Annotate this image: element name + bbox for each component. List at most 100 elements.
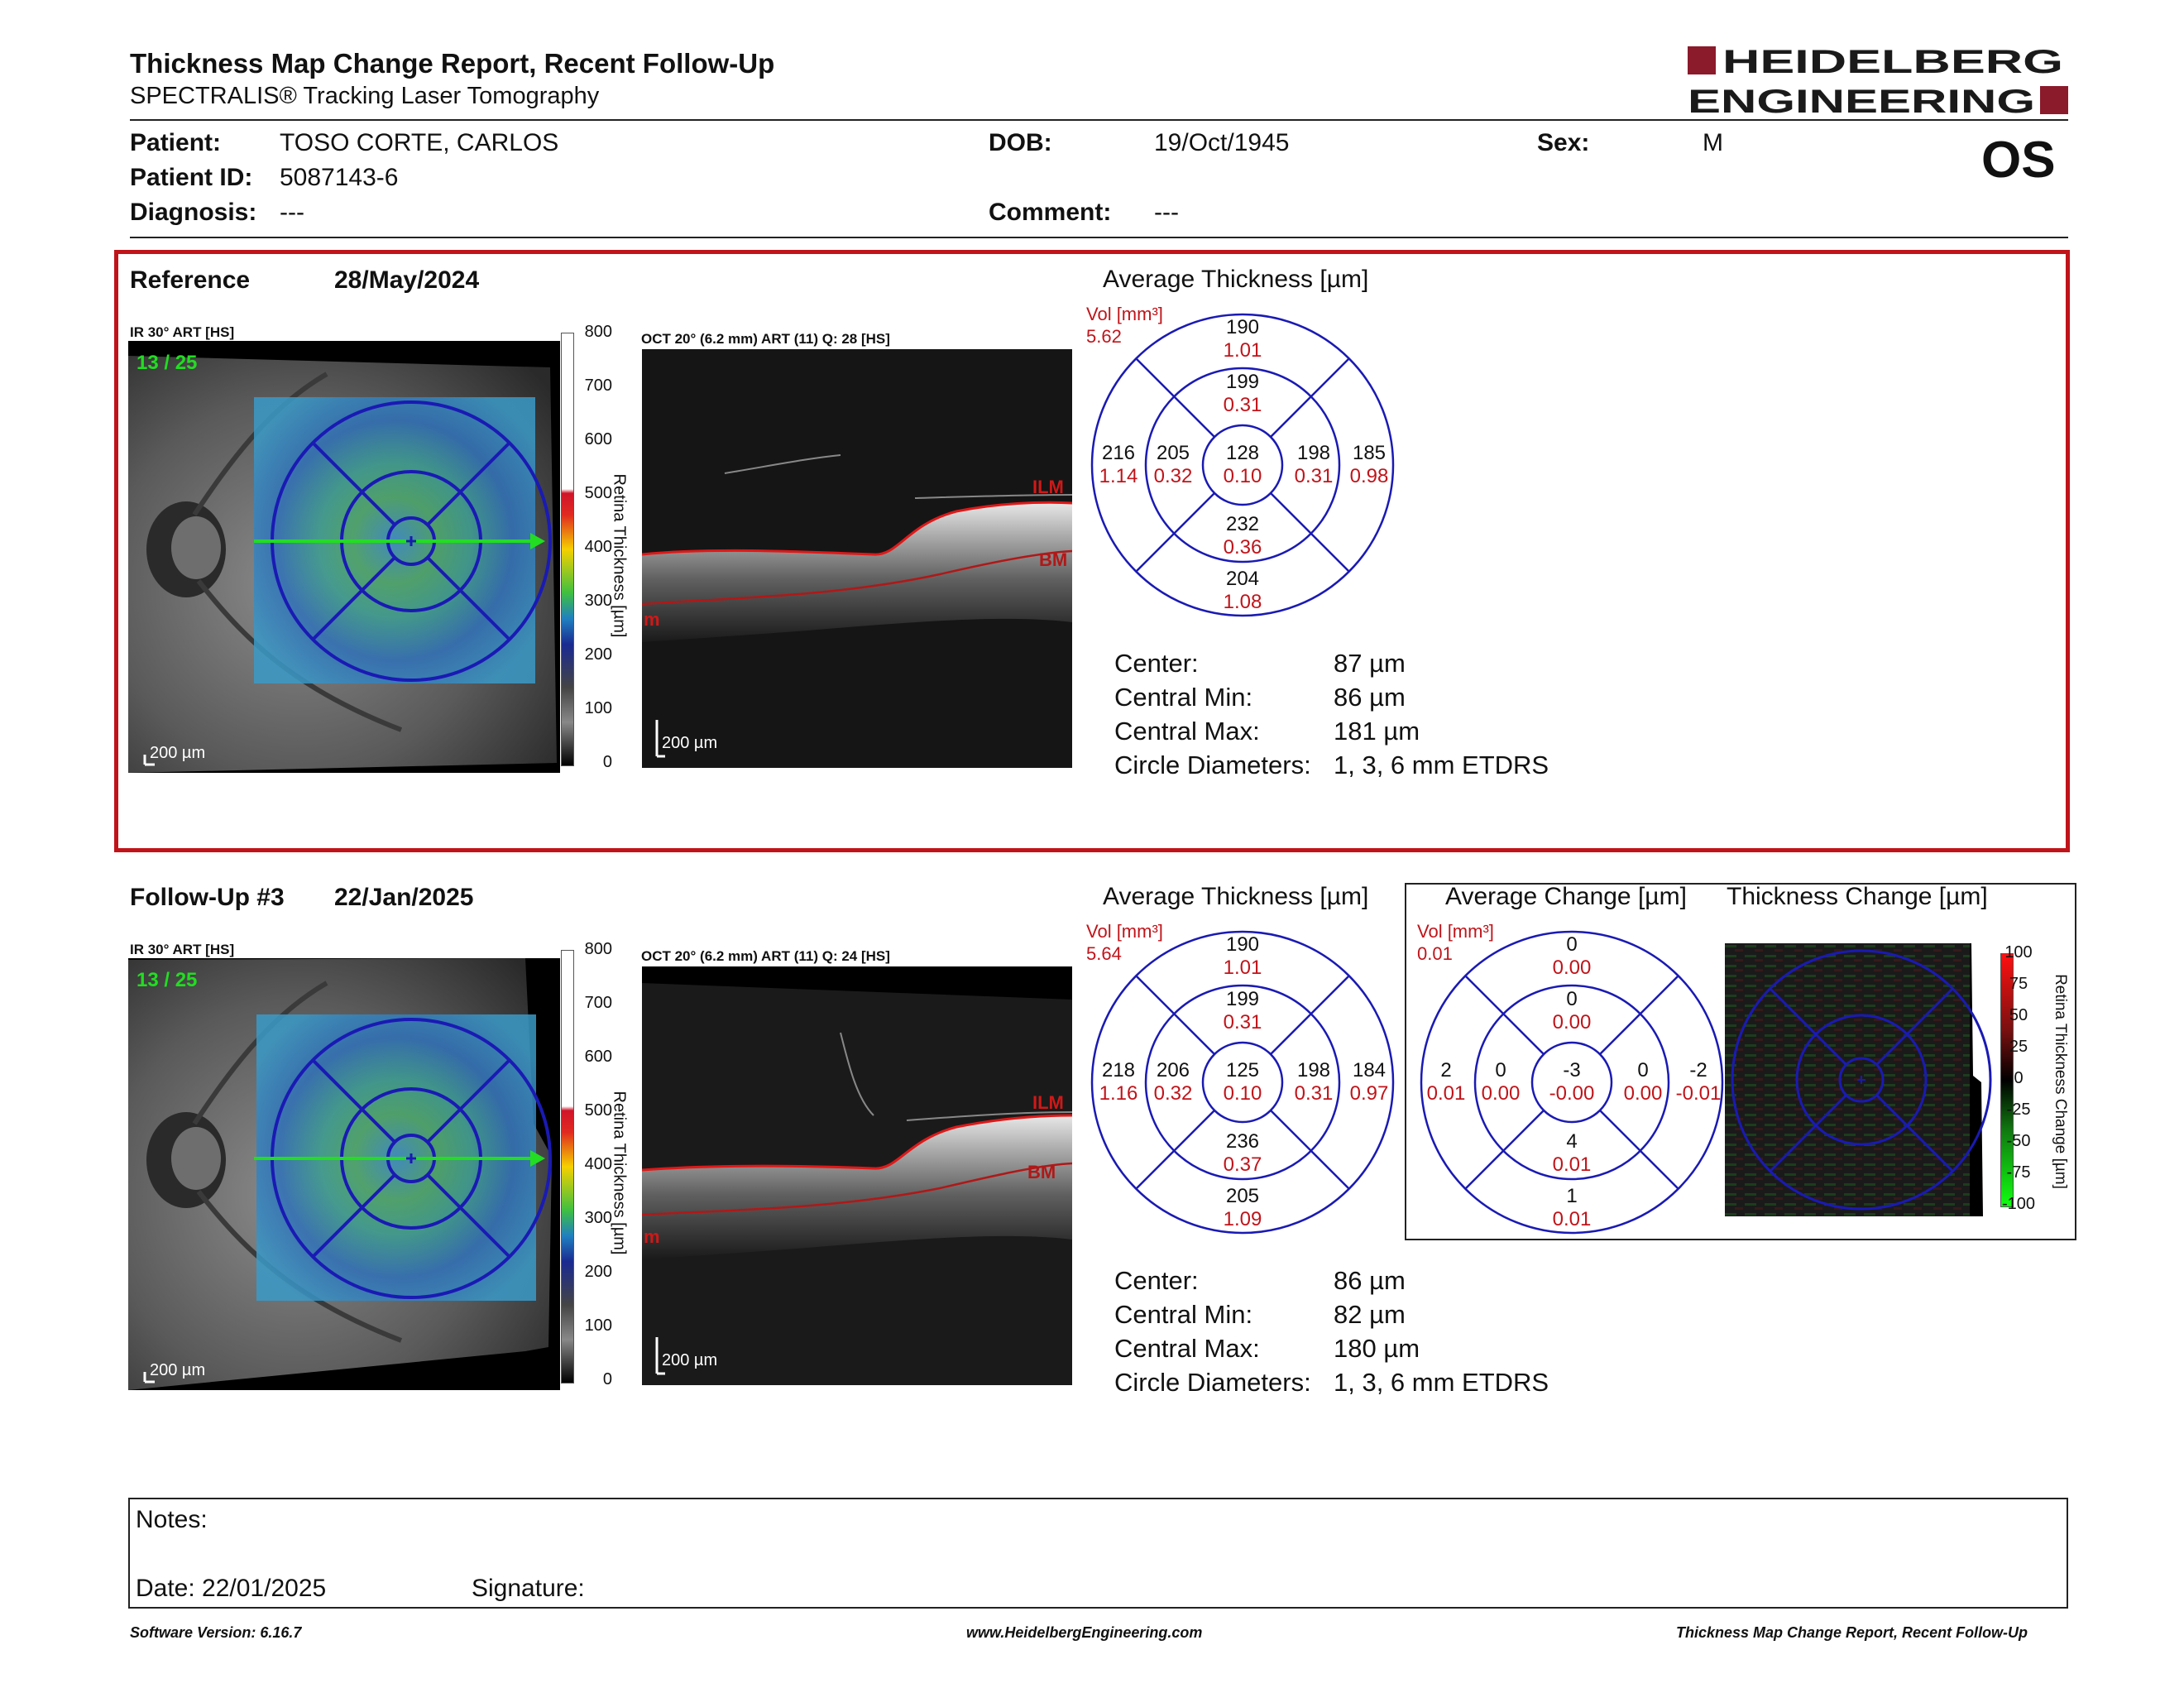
change-inner-sup: 0 [1566, 988, 1577, 1010]
fu-inner-tmp-vol: 0.31 [1295, 1082, 1334, 1105]
patient-name: TOSO CORTE, CARLOS [280, 129, 559, 156]
ref-vol-label: Vol [mm³] [1086, 304, 1163, 324]
fu-outer-tmp-thick: 184 [1353, 1059, 1386, 1081]
fu-scale-axis-label: Retina Thickness [µm] [610, 1091, 629, 1255]
fu-scale-tick: 400 [584, 1155, 612, 1173]
notes-signature-label: Signature: [472, 1575, 585, 1602]
ref-scale-tick: 0 [602, 753, 612, 771]
eye-label: OS [1981, 132, 2056, 189]
change-scale-tick: -75 [2006, 1163, 2031, 1182]
diagnosis-label: Diagnosis: [130, 199, 257, 226]
ref-scale-tick: 200 [584, 645, 612, 664]
fu-scale-tick: 500 [584, 1101, 612, 1120]
fu-stat-value: 180 µm [1334, 1334, 1420, 1363]
ref-center-thick: 128 [1226, 442, 1259, 464]
dob-value: 19/Oct/1945 [1154, 129, 1290, 156]
change-inner-nas-vol: 0.00 [1482, 1082, 1521, 1105]
ref-stat-value: 87 µm [1334, 649, 1406, 678]
patient-id-value: 5087143-6 [280, 164, 399, 191]
change-outer-inf-vol: 0.01 [1553, 1208, 1592, 1230]
reference-label: Reference [130, 266, 251, 294]
sex-label: Sex: [1537, 129, 1590, 156]
ref-oct-bm: BM [1039, 549, 1067, 570]
ref-outer-tmp-vol: 0.98 [1350, 465, 1389, 487]
ref-oct-caption: OCT 20° (6.2 mm) ART (11) Q: 28 [HS] [641, 331, 890, 347]
change-vol-label: Vol [mm³] [1417, 921, 1494, 942]
footer-website[interactable]: www.HeidelbergEngineering.com [966, 1624, 1203, 1641]
change-inner-sup-vol: 0.00 [1553, 1011, 1592, 1033]
ref-scale-tick: 300 [584, 592, 612, 610]
footer-version: Software Version: 6.16.7 [130, 1624, 302, 1641]
change-scale-tick: -25 [2006, 1101, 2031, 1119]
ref-thickness-colorbar [561, 333, 574, 766]
fu-outer-inf-thick: 205 [1226, 1185, 1259, 1207]
fu-ir-scalebar: 200 µm [150, 1361, 205, 1379]
ref-scale-tick: 500 [584, 484, 612, 502]
ref-ir-scalebar: 200 µm [150, 744, 205, 762]
ref-stat-value: 86 µm [1334, 683, 1406, 712]
change-inner-tmp-vol: 0.00 [1624, 1082, 1663, 1105]
change-outer-tmp-vol: -0.01 [1676, 1082, 1722, 1105]
change-scale-tick: 0 [2014, 1069, 2024, 1087]
fu-etdrs-grid: Vol [mm³] 5.64 190 1.01 199 0.31 125 0.1… [1084, 917, 1415, 1248]
fu-scale-tick: 0 [602, 1370, 612, 1388]
change-outer-nas: 2 [1440, 1059, 1451, 1081]
fu-stat-value: 1, 3, 6 mm ETDRS [1334, 1368, 1549, 1397]
fu-oct-ilm: ILM [1032, 1092, 1064, 1113]
fu-outer-tmp-vol: 0.97 [1350, 1082, 1389, 1105]
ref-stat-value: 181 µm [1334, 717, 1420, 746]
fu-oct-caption: OCT 20° (6.2 mm) ART (11) Q: 24 [HS] [641, 948, 890, 964]
fu-outer-sup-vol: 1.01 [1224, 957, 1262, 979]
fu-oct-m: m [644, 1226, 660, 1247]
change-center: -3 [1563, 1059, 1580, 1081]
ref-inner-sup-thick: 199 [1226, 371, 1259, 393]
reference-frame [114, 250, 2070, 852]
ref-scale-tick: 400 [584, 538, 612, 556]
fu-stat-value: 82 µm [1334, 1300, 1406, 1329]
ref-scale-tick: 600 [584, 430, 612, 448]
change-scale-axis-label: Retina Thickness Change [µm] [2052, 974, 2069, 1189]
change-outer-sup-vol: 0.00 [1553, 957, 1592, 979]
thickness-change-title: Thickness Change [µm] [1727, 883, 1988, 910]
fu-avg-thickness-title: Average Thickness [µm] [1103, 883, 1369, 910]
ref-ir-counter: 13 / 25 [136, 352, 197, 374]
followup-label: Follow-Up #3 [130, 884, 285, 911]
avg-change-title: Average Change [µm] [1445, 883, 1687, 910]
notes-date: Date: 22/01/2025 [136, 1575, 327, 1602]
fu-inner-inf-vol: 0.37 [1224, 1153, 1262, 1176]
ref-stat-label: Center: [1114, 649, 1199, 678]
comment-label: Comment: [989, 199, 1112, 226]
ref-scale-tick: 700 [584, 376, 612, 395]
ref-stat-value: 1, 3, 6 mm ETDRS [1334, 750, 1549, 779]
ref-stat-label: Circle Diameters: [1114, 750, 1311, 779]
fu-inner-sup-thick: 199 [1226, 988, 1259, 1010]
ref-avg-thickness-title: Average Thickness [µm] [1103, 266, 1369, 293]
fu-vol-value: 5.64 [1086, 943, 1122, 964]
fu-outer-nas-thick: 218 [1102, 1059, 1135, 1081]
report-subtitle: SPECTRALIS® Tracking Laser Tomography [130, 83, 600, 109]
fu-inner-nas-thick: 206 [1157, 1059, 1190, 1081]
fu-thickness-colorbar [561, 950, 574, 1383]
brand-logo: HEIDELBERG ENGINEERING [1688, 43, 2068, 120]
footer-report-name: Thickness Map Change Report, Recent Foll… [1676, 1624, 2028, 1641]
patient-label: Patient: [130, 129, 222, 156]
fu-scale-tick: 700 [584, 994, 612, 1012]
fu-inner-nas-vol: 0.32 [1154, 1082, 1193, 1105]
fu-outer-nas-vol: 1.16 [1099, 1082, 1138, 1105]
ref-stat-label: Central Max: [1114, 717, 1260, 746]
fu-stat-label: Central Min: [1114, 1300, 1253, 1329]
fu-stat-label: Center: [1114, 1266, 1199, 1295]
change-outer-nas-vol: 0.01 [1427, 1082, 1466, 1105]
ref-inner-sup-vol: 0.31 [1224, 394, 1262, 416]
change-inner-inf-vol: 0.01 [1553, 1153, 1592, 1176]
ref-oct-scalebar: 200 µm [662, 734, 717, 752]
ref-vol-value: 5.62 [1086, 326, 1122, 347]
ref-outer-tmp-thick: 185 [1353, 442, 1386, 464]
notes-box[interactable] [128, 1498, 2068, 1609]
fu-oct-scalebar: 200 µm [662, 1351, 717, 1369]
fu-scale-tick: 800 [584, 940, 612, 958]
change-etdrs-grid: Vol [mm³] 0.01 0 0.00 0 0.00 -3 -0.00 4 … [1415, 917, 1734, 1248]
ref-scale-tick: 800 [584, 323, 612, 341]
fu-center-vol: 0.10 [1224, 1082, 1262, 1105]
fu-oct-bscan: ILM BM m 200 µm [641, 966, 1073, 1385]
